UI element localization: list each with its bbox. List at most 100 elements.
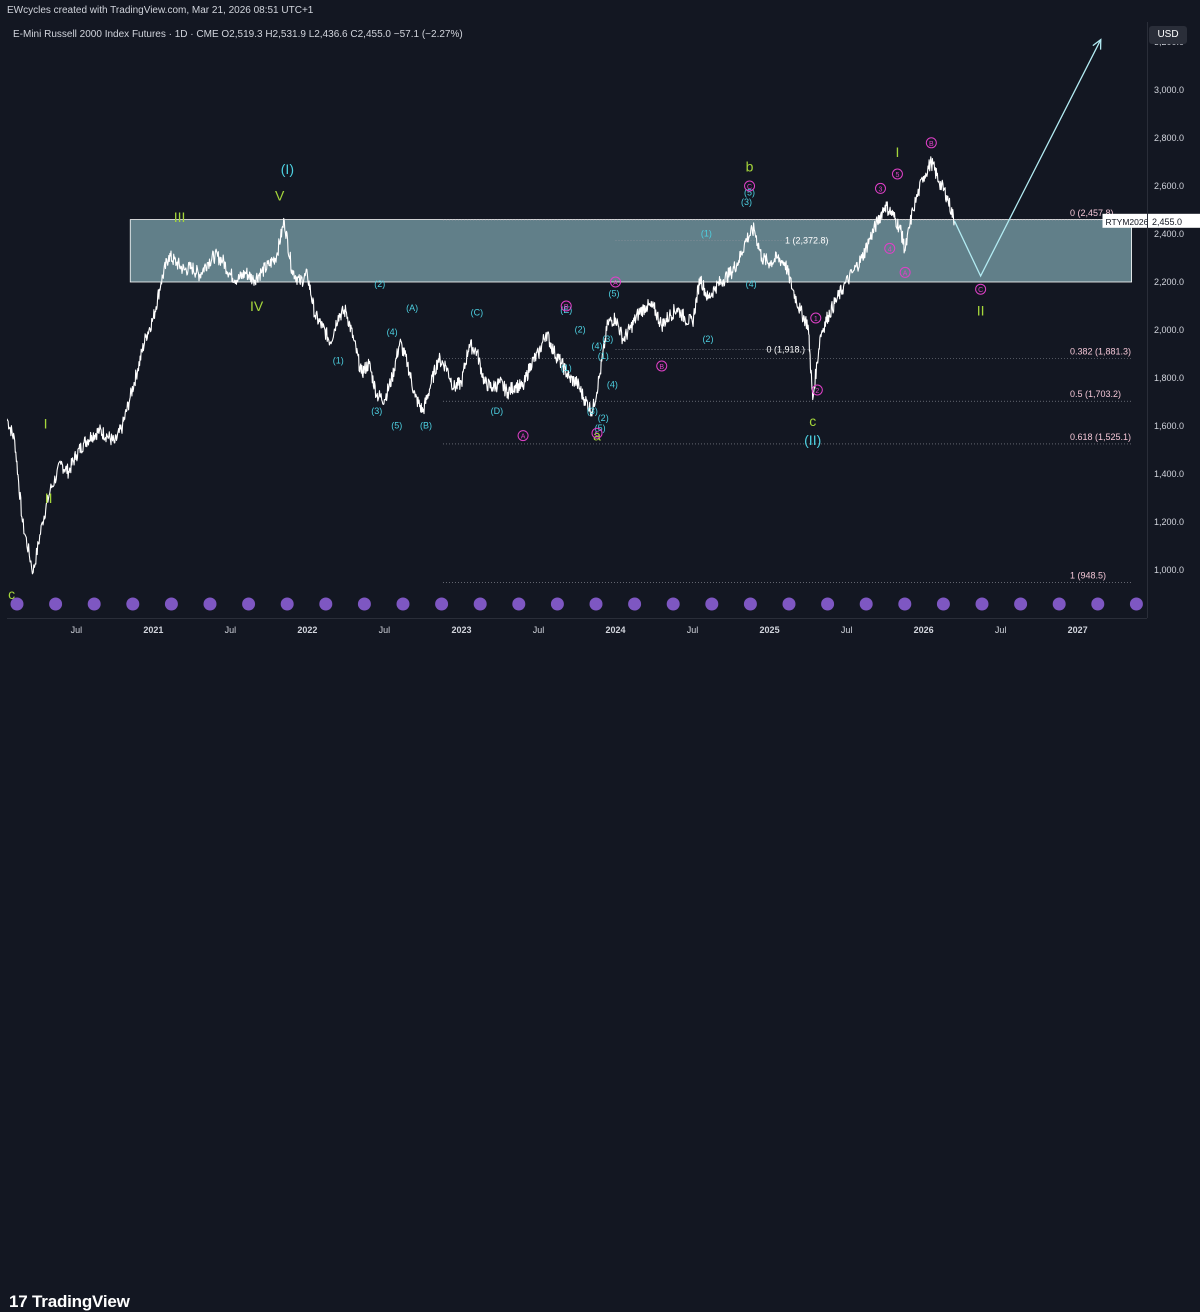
wave-label-1: I [44, 415, 48, 431]
wave-label-8: b [746, 159, 754, 175]
event-icon-4 [164, 597, 178, 611]
wave-label-50: B [929, 141, 934, 148]
y-tick-5: 1,800.0 [1154, 373, 1184, 383]
time-axis-svg: Jul 2021 Jul 2022 Jul 2023 Jul 2024 Jul 2025 Jul 20… [71, 625, 1088, 635]
tradingview-logo[interactable]: 17 TradingView [9, 1292, 130, 1312]
wave-label-15: (4) [387, 327, 398, 337]
wave-label-22: (E) [560, 305, 572, 315]
currency-button[interactable]: USD [1149, 26, 1187, 44]
x-tick-4: Jul [379, 625, 391, 635]
symbol-tag [1102, 213, 1155, 228]
fib-label-0: 0 (2,457.8) [1070, 208, 1114, 218]
wave-circle-47 [884, 242, 896, 254]
event-icon-16 [628, 597, 642, 611]
y-tick-11: 3,000.0 [1154, 85, 1184, 95]
wave-label-33: (1) [701, 228, 712, 238]
wave-circle-42 [591, 427, 603, 439]
price-axis[interactable]: 1,000.0 1,200.0 1,400.0 1,600.0 1,800.0 2,000… [1147, 22, 1200, 618]
event-icon-22 [859, 597, 873, 611]
wave-label-19: (B) [420, 420, 432, 430]
wave-label-48: 5 [895, 172, 899, 179]
wave-label-26: (3) [587, 406, 598, 416]
x-tick-12: Jul [995, 625, 1007, 635]
event-icon-2 [87, 597, 101, 611]
event-icon-7 [280, 597, 294, 611]
wave-label-16: (3) [371, 406, 382, 416]
event-icon-20 [782, 597, 796, 611]
wave-label-40: A [613, 280, 618, 287]
event-icon-14 [550, 597, 564, 611]
price-axis-svg: 1,000.0 1,200.0 1,400.0 1,600.0 1,800.0 2,000… [1148, 37, 1200, 575]
event-icon-23 [898, 597, 912, 611]
event-icon-25 [975, 597, 989, 611]
y-tick-4: 1,600.0 [1154, 421, 1184, 431]
x-tick-10: Jul [841, 625, 853, 635]
wave-label-42: C [594, 431, 599, 438]
wave-label-21: (D) [491, 406, 504, 416]
wave-circle-46 [874, 182, 886, 194]
fib-label-2: 0.5 (1,703.2) [1070, 389, 1121, 399]
footer: 17 TradingView [0, 640, 1200, 1311]
created-by-text: EWcycles created with TradingView.com, M… [7, 5, 314, 16]
wave-label-45: 2 [815, 388, 819, 395]
x-tick-9: 2025 [760, 625, 780, 635]
event-icon-3 [126, 597, 140, 611]
event-icon-15 [589, 597, 603, 611]
y-tick-1: 1,000.0 [1154, 565, 1184, 575]
wave-label-46: 3 [879, 186, 883, 193]
tradingview-logo-text: TradingView [32, 1292, 130, 1311]
wave-label-10: (II) [804, 432, 821, 448]
wave-circle-43 [744, 180, 756, 192]
wave-label-29: (5) [595, 423, 606, 433]
event-icon-12 [473, 597, 487, 611]
wave-label-0: c [8, 586, 15, 602]
price-chart[interactable]: 0 (2,457.8) 0.382 (1,881.3) 0.5 (1,703.2) 0… [6, 22, 1155, 618]
wave-label-7: a [593, 427, 601, 443]
wave-label-2: II [45, 490, 53, 506]
wave-label-3: III [174, 209, 186, 225]
wave-circle-45 [811, 384, 823, 396]
event-icon-19 [743, 597, 757, 611]
chart-panel[interactable]: 0 (2,457.8) 0.382 (1,881.3) 0.5 (1,703.2) 0… [6, 22, 1155, 618]
inner-fib-label-1: 0 (1,918.) [766, 345, 805, 355]
wave-label-38: A [521, 434, 526, 441]
wave-label-39: B [564, 304, 569, 311]
event-icon-1 [49, 597, 63, 611]
time-axis[interactable]: Jul 2021 Jul 2022 Jul 2023 Jul 2024 Jul 2025 Jul 20… [7, 618, 1147, 641]
event-icon-0 [10, 597, 24, 611]
wave-label-35: (3) [741, 197, 752, 207]
wave-circle-44 [810, 312, 822, 324]
watermark-bar: EWcycles created with TradingView.com, M… [0, 0, 1200, 22]
wave-label-23: (2) [575, 324, 586, 334]
last-price-value: 2,455.0 [1152, 217, 1182, 227]
wave-label-49: A [903, 270, 908, 277]
wave-label-17: (5) [391, 420, 402, 430]
inner-fib-label-0: 1 (2,372.8) [785, 236, 829, 246]
wave-circle-50 [925, 137, 937, 149]
y-tick-3: 1,400.0 [1154, 469, 1184, 479]
wave-label-27: (1) [598, 351, 609, 361]
zone-box [129, 219, 1132, 283]
wave-label-51: C [978, 287, 983, 294]
wave-circle-38 [517, 430, 529, 442]
x-tick-8: Jul [687, 625, 699, 635]
wave-label-9: c [809, 413, 816, 429]
event-icon-28 [1091, 597, 1105, 611]
fib-label-4: 1 (948.5) [1070, 570, 1106, 580]
event-icon-18 [705, 597, 719, 611]
last-price-tag [1148, 213, 1200, 228]
symbol-info: E-Mini Russell 2000 Index Futures · 1D ·… [13, 29, 463, 40]
x-tick-5: 2023 [451, 625, 471, 635]
wave-label-24: (1) [561, 363, 572, 373]
wave-label-13: (2) [374, 279, 385, 289]
event-icon-10 [396, 597, 410, 611]
projection-arrowhead [1092, 38, 1102, 50]
wave-label-30: (3) [602, 334, 613, 344]
wave-circle-40 [610, 276, 622, 288]
fib-label-3: 0.618 (1,525.1) [1070, 432, 1131, 442]
y-tick-9: 2,600.0 [1154, 181, 1184, 191]
x-tick-7: 2024 [605, 625, 625, 635]
wave-label-14: (1) [333, 356, 344, 366]
y-tick-2: 1,200.0 [1154, 517, 1184, 527]
tradingview-logo-mark: 17 [9, 1292, 33, 1311]
